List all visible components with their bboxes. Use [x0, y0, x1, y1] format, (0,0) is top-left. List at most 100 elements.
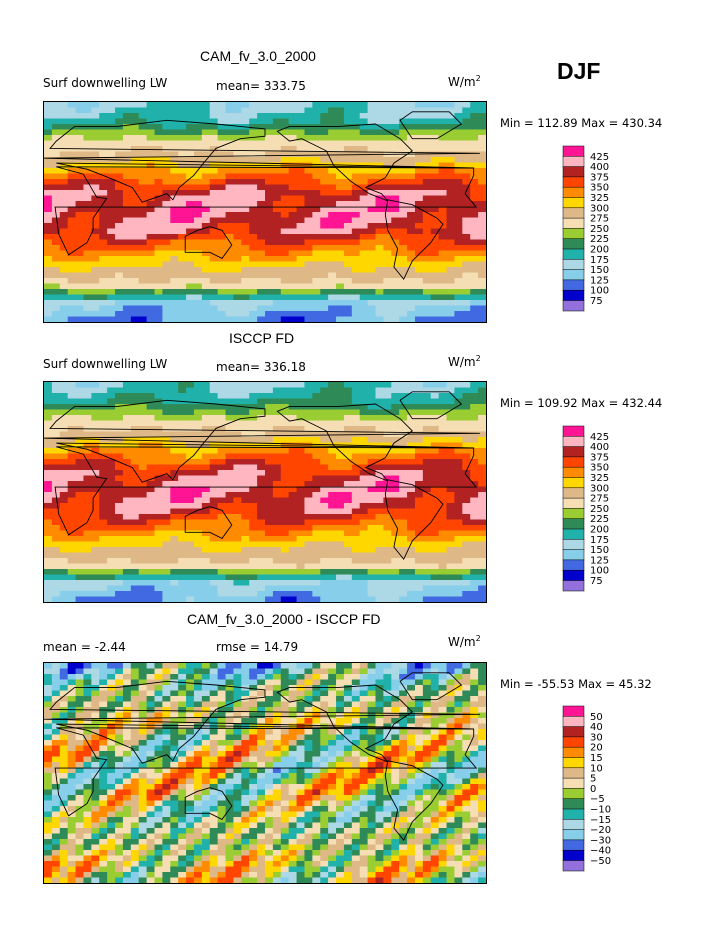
panel-2-legend: 425 400 375 350 325 300 275 250 225 200 175 150 125 1… [562, 425, 623, 601]
map-cell [249, 283, 258, 290]
map-cell [249, 267, 258, 274]
map-cell [257, 470, 266, 477]
map-cell [44, 580, 53, 587]
map-cell [351, 580, 361, 587]
map-cell [130, 486, 140, 493]
map-cell [470, 541, 479, 548]
map-cell [233, 415, 242, 422]
map-cell [336, 674, 345, 681]
map-cell [44, 486, 53, 493]
map-cell [99, 585, 108, 592]
map-cell [130, 591, 140, 598]
map-cell [399, 404, 408, 411]
map-cell [422, 563, 432, 570]
map-cell [478, 453, 486, 460]
map-cell [225, 305, 235, 312]
map-cell [296, 409, 306, 416]
map-cell [478, 486, 486, 493]
map-cell [162, 448, 171, 455]
map-cell [225, 475, 235, 482]
map-cell [154, 508, 163, 515]
map-cell [312, 124, 321, 131]
map-cell [91, 118, 100, 125]
map-cell [438, 393, 448, 400]
map-cell [296, 536, 306, 543]
map-cell [249, 431, 258, 438]
map-cell [430, 311, 440, 318]
map-cell [296, 239, 306, 246]
map-cell [312, 464, 321, 471]
map-cell [178, 217, 187, 224]
map-cell [170, 679, 179, 686]
map-cell [320, 547, 329, 554]
map-cell [272, 135, 282, 142]
map-cell [265, 674, 274, 681]
map-cell [375, 437, 384, 444]
map-cell [209, 107, 219, 114]
map-cell [59, 201, 69, 208]
map-cell [146, 162, 156, 169]
map-cell [83, 195, 92, 202]
map-cell [217, 426, 227, 433]
map-cell [367, 212, 377, 219]
map-cell [367, 190, 377, 197]
map-cell [454, 508, 463, 515]
map-cell [170, 234, 179, 241]
map-cell [130, 453, 140, 460]
map-cell [336, 272, 345, 279]
map-cell [83, 305, 92, 312]
map-cell [122, 685, 132, 692]
map-cell [130, 668, 140, 675]
map-cell [312, 508, 321, 515]
map-cell [328, 294, 337, 301]
map-cell [209, 250, 219, 257]
map-cell [67, 294, 77, 301]
map-cell [83, 585, 92, 592]
map-cell [414, 409, 424, 416]
map-cell [107, 102, 116, 109]
map-cell [470, 486, 479, 493]
map-cell [304, 184, 313, 191]
map-cell [336, 696, 345, 703]
map-cell [130, 179, 140, 186]
map-cell [328, 492, 337, 499]
map-cell [407, 668, 416, 675]
map-cell [407, 382, 416, 389]
map-cell [225, 223, 235, 230]
map-cell [83, 250, 92, 257]
map-cell [280, 272, 290, 279]
map-cell [51, 547, 61, 554]
map-cell [59, 162, 69, 169]
map-cell [138, 387, 148, 394]
panel-1-coastlines [44, 111, 480, 281]
map-cell [470, 442, 479, 449]
map-cell [162, 162, 171, 169]
map-cell [304, 519, 313, 526]
map-cell [391, 173, 400, 180]
map-cell [241, 536, 250, 543]
map-cell [122, 497, 132, 504]
map-cell [67, 591, 77, 598]
map-cell [162, 547, 171, 554]
map-cell [217, 536, 227, 543]
map-cell [83, 519, 92, 526]
map-cell [44, 267, 53, 274]
map-cell [91, 547, 100, 554]
map-cell [44, 168, 53, 175]
map-cell [154, 591, 163, 598]
map-cell [343, 525, 353, 532]
map-cell [51, 415, 61, 422]
panel-2-title: ISCCP FD [229, 330, 295, 346]
map-cell [430, 679, 440, 686]
map-cell [320, 278, 329, 285]
map-cell [217, 250, 227, 257]
map-cell [83, 283, 92, 290]
map-cell [470, 685, 479, 692]
map-cell [343, 223, 353, 230]
map-cell [430, 574, 440, 581]
map-cell [217, 157, 227, 164]
map-cell [414, 168, 424, 175]
map-cell [83, 563, 92, 570]
map-cell [320, 536, 329, 543]
map-cell [272, 448, 282, 455]
